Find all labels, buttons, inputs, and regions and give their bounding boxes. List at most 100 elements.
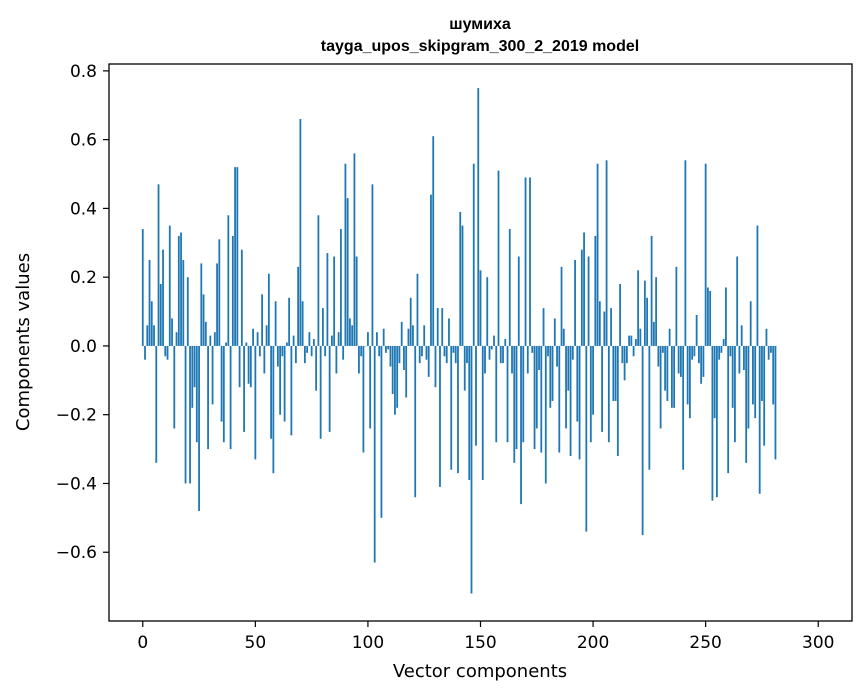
bar xyxy=(382,328,385,346)
bar xyxy=(436,308,439,346)
y-tick-label: 0.6 xyxy=(70,131,97,151)
bar xyxy=(601,345,603,432)
x-tick-label: 250 xyxy=(689,633,721,653)
bar xyxy=(612,345,615,401)
bar xyxy=(698,345,700,364)
bar xyxy=(430,194,432,346)
bar xyxy=(655,277,658,346)
bar xyxy=(693,345,696,357)
bar xyxy=(276,345,279,367)
bar xyxy=(547,345,549,357)
y-tick-label: 0.4 xyxy=(70,199,97,219)
bar xyxy=(556,345,558,367)
bar xyxy=(738,345,741,374)
chart-title: шумиха xyxy=(449,16,511,33)
bar xyxy=(596,163,599,346)
bar xyxy=(337,332,340,346)
bar xyxy=(155,345,158,463)
bar xyxy=(711,345,714,501)
bar xyxy=(752,345,754,405)
bar xyxy=(249,345,252,388)
bar xyxy=(157,184,160,346)
bar xyxy=(770,345,772,353)
bar xyxy=(526,345,529,374)
bar xyxy=(398,345,401,364)
bar xyxy=(162,249,164,346)
bar xyxy=(632,345,635,357)
bar xyxy=(745,345,748,463)
bar xyxy=(472,163,475,346)
y-tick-label: −0.4 xyxy=(56,474,97,494)
bar xyxy=(351,325,354,346)
bar xyxy=(412,325,414,346)
bar xyxy=(702,345,705,377)
bar xyxy=(308,332,311,346)
bar xyxy=(598,301,601,346)
bar xyxy=(542,308,545,346)
y-tick-label: −0.6 xyxy=(56,543,97,563)
bar xyxy=(243,345,245,432)
bar xyxy=(218,239,221,346)
bar xyxy=(331,335,333,346)
bar xyxy=(396,345,399,408)
bar xyxy=(583,232,585,346)
bar xyxy=(416,273,419,346)
bar xyxy=(513,345,516,463)
bar xyxy=(267,273,270,346)
bar xyxy=(272,345,275,474)
bar xyxy=(743,345,745,371)
bar xyxy=(189,345,191,484)
bar xyxy=(265,325,268,346)
bar xyxy=(688,345,691,419)
bar xyxy=(222,345,225,443)
bar xyxy=(439,345,441,487)
bar xyxy=(389,345,392,367)
bar xyxy=(511,345,513,374)
bar xyxy=(540,345,543,453)
bar xyxy=(213,332,216,346)
bar xyxy=(180,232,182,346)
bar xyxy=(319,345,322,439)
bar xyxy=(186,277,189,346)
bar xyxy=(729,345,732,357)
bar xyxy=(148,259,151,346)
bar xyxy=(720,345,723,353)
bar xyxy=(443,345,446,357)
bar xyxy=(385,345,387,353)
bar xyxy=(463,345,466,391)
bar xyxy=(324,345,327,357)
bar xyxy=(321,308,324,346)
bar xyxy=(204,321,207,346)
bar xyxy=(477,88,480,346)
bar xyxy=(328,345,331,432)
bar xyxy=(481,345,484,481)
bar xyxy=(434,345,437,388)
bar xyxy=(252,328,254,346)
bar xyxy=(758,345,761,494)
bar xyxy=(317,215,320,346)
bar xyxy=(625,345,628,364)
bar xyxy=(193,345,196,388)
bar xyxy=(716,345,718,498)
bar xyxy=(306,345,309,353)
bar xyxy=(531,345,534,353)
bar xyxy=(506,345,509,443)
bar xyxy=(340,229,342,346)
bar xyxy=(261,294,263,346)
bar xyxy=(195,345,198,443)
bar xyxy=(256,332,259,346)
bar xyxy=(288,297,291,346)
bar xyxy=(333,256,336,346)
bar xyxy=(349,318,351,346)
bar xyxy=(686,345,689,405)
bar xyxy=(479,270,482,346)
bar xyxy=(670,345,673,408)
bar xyxy=(538,345,540,371)
bar xyxy=(441,308,444,346)
bar xyxy=(628,335,630,346)
bar xyxy=(673,345,676,408)
bar xyxy=(652,321,655,346)
bar xyxy=(177,235,180,346)
bar xyxy=(254,345,257,460)
